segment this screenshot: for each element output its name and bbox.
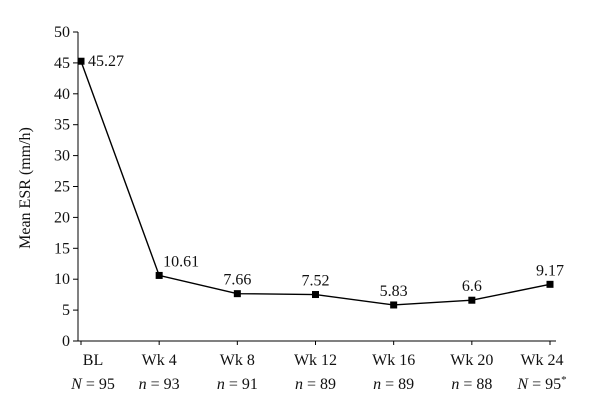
y-tick-label: 30 (54, 148, 70, 165)
x-category-label: Wk 12 (294, 352, 337, 369)
data-point-marker (390, 301, 398, 309)
sample-size-symbol: N (516, 376, 529, 393)
sample-size-value: 89 (320, 376, 336, 393)
data-point-marker (233, 290, 241, 298)
data-label: 7.52 (302, 273, 330, 290)
data-point-marker (546, 280, 554, 288)
x-category-label: Wk 16 (372, 352, 415, 369)
data-label: 10.61 (163, 253, 199, 270)
sample-size-equals: = (147, 376, 164, 393)
x-category-label: Wk 20 (450, 352, 493, 369)
sample-size-label: n = 91 (217, 376, 258, 393)
sample-size-value: 88 (476, 376, 492, 393)
y-ticks: 0 5 10 15 20 25 30 35 40 45 50 (54, 24, 78, 350)
sample-size-equals: = (303, 376, 320, 393)
y-tick-label: 5 (62, 302, 70, 319)
series-line: 45.27 10.61 7.66 7.52 5.83 6.6 9.17 (77, 53, 564, 309)
sample-size-label: N = 95* (516, 374, 566, 393)
sample-size-value: 89 (398, 376, 414, 393)
sample-size-symbol: n (295, 376, 303, 393)
y-tick-label: 45 (54, 55, 70, 72)
sample-size-footnote-mark: * (561, 374, 567, 386)
x-category-label: BL (83, 352, 103, 369)
sample-size-symbol: n (373, 376, 381, 393)
data-point-marker (155, 271, 163, 279)
sample-size-label: n = 93 (139, 376, 180, 393)
sample-size-equals: = (381, 376, 398, 393)
y-tick-label: 0 (62, 333, 70, 350)
data-label: 9.17 (536, 262, 564, 279)
sample-size-equals: = (225, 376, 242, 393)
x-category-label: Wk 4 (142, 352, 177, 369)
y-tick-label: 20 (54, 209, 70, 226)
y-tick-label: 50 (54, 24, 70, 41)
sample-size-equals: = (459, 376, 476, 393)
sample-size-symbol: n (139, 376, 147, 393)
data-point-marker (468, 296, 476, 304)
sample-size-value: 93 (164, 376, 180, 393)
x-category-label: Wk 24 (520, 352, 563, 369)
sample-size-equals: = (82, 376, 99, 393)
sample-size-label: n = 89 (373, 376, 414, 393)
y-tick-label: 40 (54, 86, 70, 103)
data-point-marker (312, 291, 319, 299)
data-label: 45.27 (88, 53, 124, 70)
data-label: 7.66 (223, 272, 251, 289)
x-category-label: Wk 8 (220, 352, 255, 369)
sample-size-symbol: n (451, 376, 459, 393)
sample-size-value: 91 (242, 376, 258, 393)
data-label: 5.83 (380, 283, 408, 300)
sample-size-symbol: N (70, 376, 83, 393)
sample-size-symbol: n (217, 376, 225, 393)
y-tick-label: 15 (54, 240, 70, 257)
sample-size-value: 95 (99, 376, 115, 393)
sample-size-label: n = 88 (451, 376, 492, 393)
sample-size-equals: = (528, 376, 545, 393)
sample-size-value: 95 (545, 376, 561, 393)
sample-size-label: n = 89 (295, 376, 336, 393)
y-tick-label: 35 (54, 117, 70, 134)
y-tick-label: 10 (54, 271, 70, 288)
data-label: 6.6 (462, 278, 482, 295)
sample-size-label: N = 95 (70, 376, 115, 393)
y-tick-label: 25 (54, 179, 70, 196)
series-line-path (80, 60, 551, 306)
data-point-marker (77, 57, 85, 65)
y-axis-label: Mean ESR (mm/h) (17, 127, 34, 249)
